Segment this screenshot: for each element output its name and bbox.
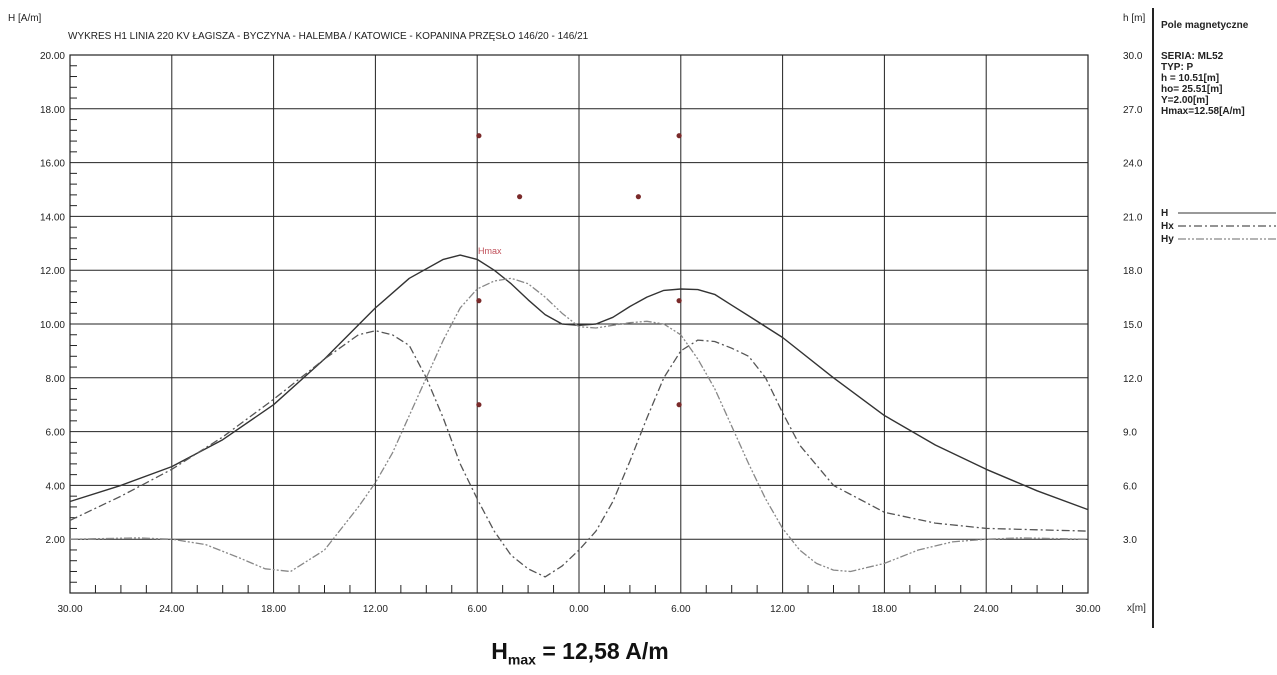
side-line-hmax: Hmax=12.58[A/m] — [1161, 106, 1245, 117]
y2-tick-label: 18.0 — [1123, 266, 1143, 277]
conductor-marker — [676, 402, 682, 408]
x-tick-label: 30.00 — [1075, 604, 1100, 615]
y2-tick-label: 27.0 — [1123, 105, 1143, 116]
conductor-marker — [517, 194, 523, 200]
series-line-h — [69, 254, 1089, 511]
grid — [69, 54, 1089, 594]
caption-subscript: max — [507, 651, 536, 668]
y2-tick-label: 21.0 — [1123, 212, 1143, 223]
y2-tick-label: 6.0 — [1123, 481, 1137, 492]
side-panel-heading: Pole magnetyczne — [1161, 20, 1249, 31]
x-axis-title: x[m] — [1127, 603, 1146, 614]
x-tick-label: 30.00 — [57, 604, 82, 615]
y-tick-label: 16.00 — [40, 159, 65, 170]
conductor-marker — [476, 133, 482, 139]
y-tick-label: 4.00 — [46, 481, 66, 492]
y-tick-label: 20.00 — [40, 51, 65, 62]
series-line-hy — [69, 277, 1089, 573]
side-line-typ: TYP: P — [1161, 62, 1194, 73]
series-group — [69, 254, 1089, 578]
conductor-markers — [476, 133, 682, 408]
x-tick-label: 6.00 — [671, 604, 691, 615]
x-ticks: 30.00 24.00 18.00 12.00 6.00 0.00 6.00 12.00 18.… — [57, 604, 1100, 615]
y-tick-label: 14.00 — [40, 212, 65, 223]
conductor-marker — [476, 298, 482, 304]
y-tick-label: 2.00 — [46, 535, 66, 546]
y-tick-label: 6.00 — [46, 428, 66, 439]
legend-label-hx: Hx — [1161, 221, 1174, 232]
x-tick-label: 24.00 — [974, 604, 999, 615]
side-line-h: h = 10.51[m] — [1161, 73, 1219, 84]
x-tick-label: 12.00 — [770, 604, 795, 615]
hmax-annotation: Hmax — [478, 246, 502, 256]
x-tick-label: 0.00 — [569, 604, 589, 615]
y2-tick-label: 9.0 — [1123, 428, 1137, 439]
y-tick-label: 12.00 — [40, 266, 65, 277]
hmax-caption: Hmax = 12,58 A/m — [0, 638, 1160, 668]
y2-tick-label: 24.0 — [1123, 159, 1143, 170]
caption-value: = 12,58 A/m — [535, 638, 669, 664]
chart-title: WYKRES H1 LINIA 220 KV ŁAGISZA - BYCZYNA… — [68, 31, 589, 42]
y-tick-label: 18.00 — [40, 105, 65, 116]
y-tick-label: 8.00 — [46, 374, 66, 385]
caption-prefix: H — [491, 638, 508, 664]
x-tick-label: 18.00 — [261, 604, 286, 615]
y2-tick-label: 12.0 — [1123, 374, 1143, 385]
conductor-marker — [676, 298, 682, 304]
y2-tick-label: 30.0 — [1123, 51, 1143, 62]
series-line-hx — [69, 330, 1089, 578]
y2-tick-label: 3.0 — [1123, 535, 1137, 546]
y-axis-title: H [A/m] — [8, 13, 42, 24]
legend-label-hy: Hy — [1161, 234, 1174, 245]
side-line-ho: ho= 25.51[m] — [1161, 84, 1222, 95]
conductor-marker — [476, 402, 482, 408]
x-tick-label: 24.00 — [159, 604, 184, 615]
side-line-y: Y=2.00[m] — [1161, 95, 1209, 106]
x-tick-label: 6.00 — [467, 604, 487, 615]
y-tick-label: 10.00 — [40, 320, 65, 331]
y2-tick-label: 15.0 — [1123, 320, 1143, 331]
conductor-marker — [635, 194, 641, 200]
x-tick-label: 18.00 — [872, 604, 897, 615]
legend-label-h: H — [1161, 208, 1168, 219]
conductor-marker — [676, 133, 682, 139]
x-tick-label: 12.00 — [363, 604, 388, 615]
side-line-seria: SERIA: ML52 — [1161, 51, 1224, 62]
y-ticks: 2.00 4.00 6.00 8.00 10.00 12.00 14.00 16.00 18.0… — [40, 51, 1143, 546]
y2-axis-title: h [m] — [1123, 13, 1145, 24]
